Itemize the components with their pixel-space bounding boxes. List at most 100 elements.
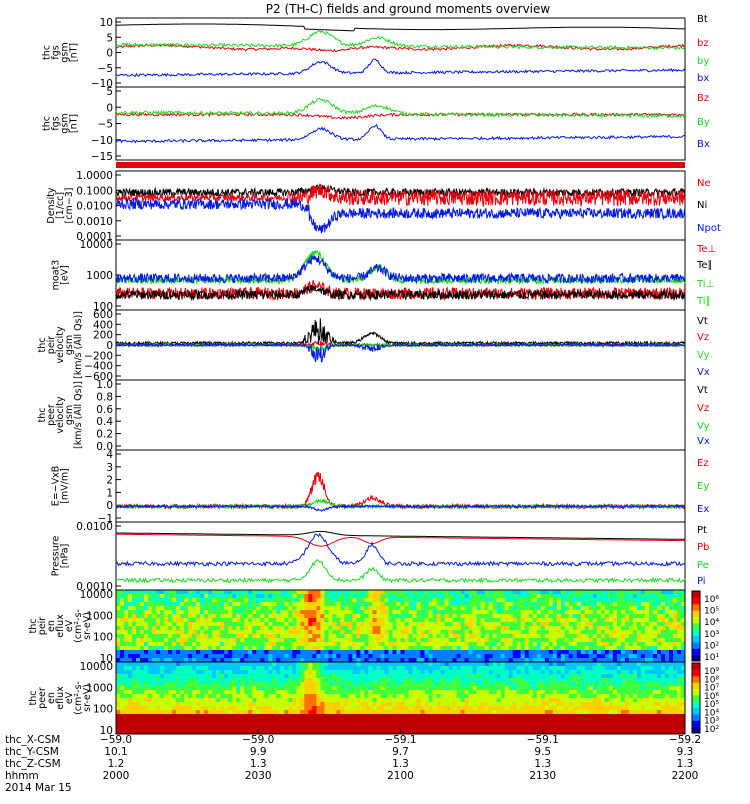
spectrogram-cell bbox=[485, 598, 489, 602]
spectrogram-cell bbox=[473, 726, 477, 730]
spectrogram-cell bbox=[373, 726, 377, 730]
spectrogram-cell bbox=[505, 690, 509, 694]
spectrogram-cell bbox=[164, 718, 168, 722]
spectrogram-cell bbox=[236, 678, 240, 682]
spectrogram-cell bbox=[525, 674, 529, 678]
spectrogram-cell bbox=[308, 630, 312, 634]
spectrogram-cell bbox=[513, 642, 517, 646]
spectrogram-cell bbox=[485, 630, 489, 634]
spectrogram-cell bbox=[581, 702, 585, 706]
spectrogram-cell bbox=[501, 650, 505, 654]
spectrogram-cell bbox=[569, 598, 573, 602]
spectrogram-cell bbox=[557, 674, 561, 678]
spectrogram-cell bbox=[304, 618, 308, 622]
spectrogram-cell bbox=[132, 710, 136, 714]
spectrogram-cell bbox=[577, 602, 581, 606]
y-tick-label: 2 bbox=[106, 475, 113, 487]
spectrogram-cell bbox=[449, 594, 453, 598]
legend-entry: Ez bbox=[697, 458, 709, 469]
spectrogram-cell bbox=[621, 590, 625, 594]
spectrogram-cell bbox=[320, 638, 324, 642]
spectrogram-cell bbox=[280, 590, 284, 594]
spectrogram-cell bbox=[629, 590, 633, 594]
spectrogram-cell bbox=[228, 602, 232, 606]
spectrogram-cell bbox=[132, 630, 136, 634]
spectrogram-cell bbox=[421, 678, 425, 682]
spectrogram-cell bbox=[348, 626, 352, 630]
spectrogram-cell bbox=[389, 654, 393, 658]
spectrogram-cell bbox=[148, 694, 152, 698]
spectrogram-cell bbox=[493, 634, 497, 638]
spectrogram-cell bbox=[393, 622, 397, 626]
spectrogram-cell bbox=[377, 686, 381, 690]
legend-entry: By bbox=[697, 117, 710, 128]
spectrogram-cell bbox=[445, 654, 449, 658]
spectrogram-cell bbox=[557, 702, 561, 706]
spectrogram-cell bbox=[132, 626, 136, 630]
spectrogram-cell bbox=[200, 614, 204, 618]
spectrogram-cell bbox=[244, 670, 248, 674]
spectrogram-cell bbox=[296, 682, 300, 686]
spectrogram-cell bbox=[649, 638, 653, 642]
spectrogram-cell bbox=[469, 662, 473, 666]
spectrogram-cell bbox=[184, 670, 188, 674]
spectrogram-cell bbox=[128, 630, 132, 634]
spectrogram-cell bbox=[529, 590, 533, 594]
spectrogram-cell bbox=[368, 718, 372, 722]
spectrogram-cell bbox=[453, 626, 457, 630]
spectrogram-cell bbox=[116, 642, 120, 646]
spectrogram-cell bbox=[561, 698, 565, 702]
spectrogram-cell bbox=[549, 726, 553, 730]
spectrogram-cell bbox=[585, 590, 589, 594]
spectrogram-cell bbox=[405, 654, 409, 658]
spectrogram-cell bbox=[453, 614, 457, 618]
spectrogram-cell bbox=[537, 726, 541, 730]
spectrogram-cell bbox=[216, 614, 220, 618]
spectrogram-cell bbox=[212, 598, 216, 602]
spectrogram-cell bbox=[248, 598, 252, 602]
spectrogram-cell bbox=[332, 594, 336, 598]
spectrogram-cell bbox=[613, 634, 617, 638]
spectrogram-cell bbox=[168, 622, 172, 626]
spectrogram-cell bbox=[288, 662, 292, 666]
spectrogram-cell bbox=[360, 682, 364, 686]
spectrogram-cell bbox=[533, 606, 537, 610]
spectrogram-cell bbox=[232, 654, 236, 658]
spectrogram-cell bbox=[473, 678, 477, 682]
spectrogram-cell bbox=[385, 630, 389, 634]
spectrogram-cell bbox=[669, 606, 673, 610]
spectrogram-cell bbox=[276, 722, 280, 726]
spectrogram-cell bbox=[220, 610, 224, 614]
spectrogram-cell bbox=[356, 654, 360, 658]
spectrogram-cell bbox=[593, 626, 597, 630]
spectrogram-cell bbox=[541, 674, 545, 678]
spectrogram-cell bbox=[481, 722, 485, 726]
spectrogram-cell bbox=[120, 606, 124, 610]
spectrogram-cell bbox=[172, 678, 176, 682]
spectrogram-cell bbox=[465, 654, 469, 658]
spectrogram-cell bbox=[513, 634, 517, 638]
spectrogram-cell bbox=[348, 706, 352, 710]
spectrogram-cell bbox=[413, 634, 417, 638]
spectrogram-cell bbox=[417, 598, 421, 602]
spectrogram-cell bbox=[240, 642, 244, 646]
spectrogram-cell bbox=[481, 662, 485, 666]
spectrogram-cell bbox=[264, 626, 268, 630]
spectrogram-cell bbox=[264, 678, 268, 682]
y-axis-label-line: [eV] bbox=[60, 265, 71, 285]
spectrogram-cell bbox=[397, 694, 401, 698]
spectrogram-cell bbox=[481, 698, 485, 702]
spectrogram-cell bbox=[445, 614, 449, 618]
spectrogram-cell bbox=[425, 662, 429, 666]
spectrogram-cell bbox=[312, 650, 316, 654]
spectrogram-cell bbox=[132, 674, 136, 678]
spectrogram-cell bbox=[264, 698, 268, 702]
spectrogram-cell bbox=[188, 670, 192, 674]
spectrogram-cell bbox=[517, 686, 521, 690]
spectrogram-cell bbox=[449, 622, 453, 626]
spectrogram-cell bbox=[461, 670, 465, 674]
spectrogram-cell bbox=[545, 618, 549, 622]
spectrogram-cell bbox=[304, 602, 308, 606]
spectrogram-cell bbox=[200, 602, 204, 606]
spectrogram-cell bbox=[296, 594, 300, 598]
